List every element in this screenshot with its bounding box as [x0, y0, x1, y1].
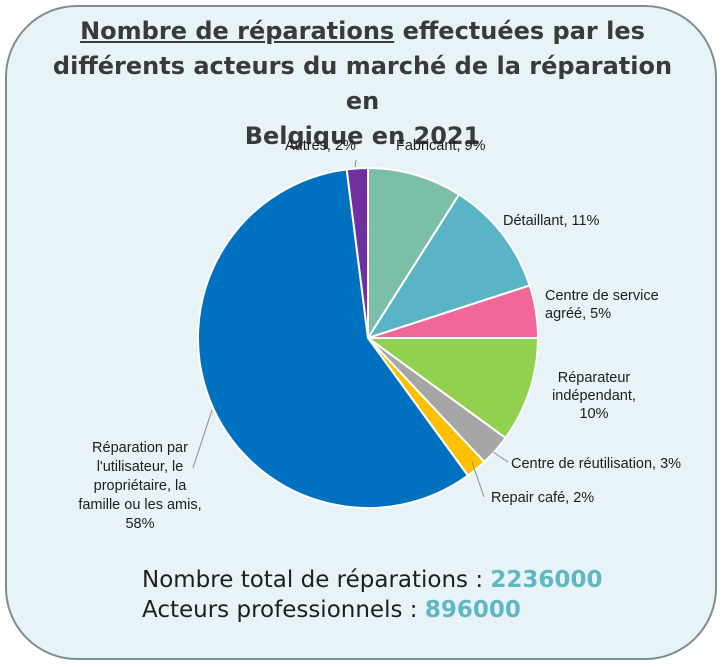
pie-slice-reparateur-independant	[364, 337, 540, 440]
leader-line-reparation-par-l-utilisateur-le-proprietaire-la-famille-ou-les-amis	[192, 409, 213, 469]
acteurs-professionnels-value: 896000	[424, 597, 521, 623]
leader-line-autres	[354, 159, 357, 168]
leader-line-centre-de-reutilisation	[492, 451, 509, 463]
pie-slice-autres	[345, 166, 369, 339]
totals-block: Nombre total de réparations : 2236000 Ac…	[142, 565, 602, 625]
data-label-centre-de-reutilisation: Centre de réutilisation, 3%	[511, 456, 681, 472]
acteurs-professionnels: Acteurs professionnels : 896000	[142, 595, 602, 625]
data-label-centre-de-service-agree: Centre de service agréé, 5%	[545, 288, 659, 322]
data-label-repair-cafe: Repair café, 2%	[491, 490, 594, 506]
pie-slice-fabricant	[367, 166, 461, 342]
pie-slice-detaillant	[365, 193, 531, 340]
leader-line-repair-cafe	[471, 461, 485, 498]
title-line2: différents acteurs du marché de la répar…	[52, 52, 673, 115]
title-line1-rest: effectuées par les	[394, 17, 645, 45]
data-label-autres: Autres, 2%	[285, 138, 356, 154]
total-reparations: Nombre total de réparations : 2236000	[142, 565, 602, 595]
data-label-fabricant: Fabricant, 9%	[396, 138, 486, 154]
data-label-reparation-par-l-utilisateur-le-proprietaire-la-famille-ou-les-amis: Réparation par l'utilisateur, le propriéta…	[78, 440, 201, 532]
data-label-detaillant: Détaillant, 11%	[503, 213, 600, 229]
total-reparations-value: 2236000	[490, 567, 603, 593]
title-underlined: Nombre de réparations	[80, 17, 395, 45]
chart-title: Nombre de réparations effectuées par les…	[40, 14, 685, 154]
data-label-reparateur-independant: Réparateur indépendant, 10%	[552, 370, 636, 422]
pie-slice-reparation-par-l-utilisateur-le-proprietaire-la-famille-ou-les-amis	[196, 168, 470, 509]
title-line3: Belgique en 2021	[244, 122, 481, 150]
total-reparations-label: Nombre total de réparations :	[142, 567, 491, 593]
acteurs-professionnels-label: Acteurs professionnels :	[142, 597, 425, 623]
